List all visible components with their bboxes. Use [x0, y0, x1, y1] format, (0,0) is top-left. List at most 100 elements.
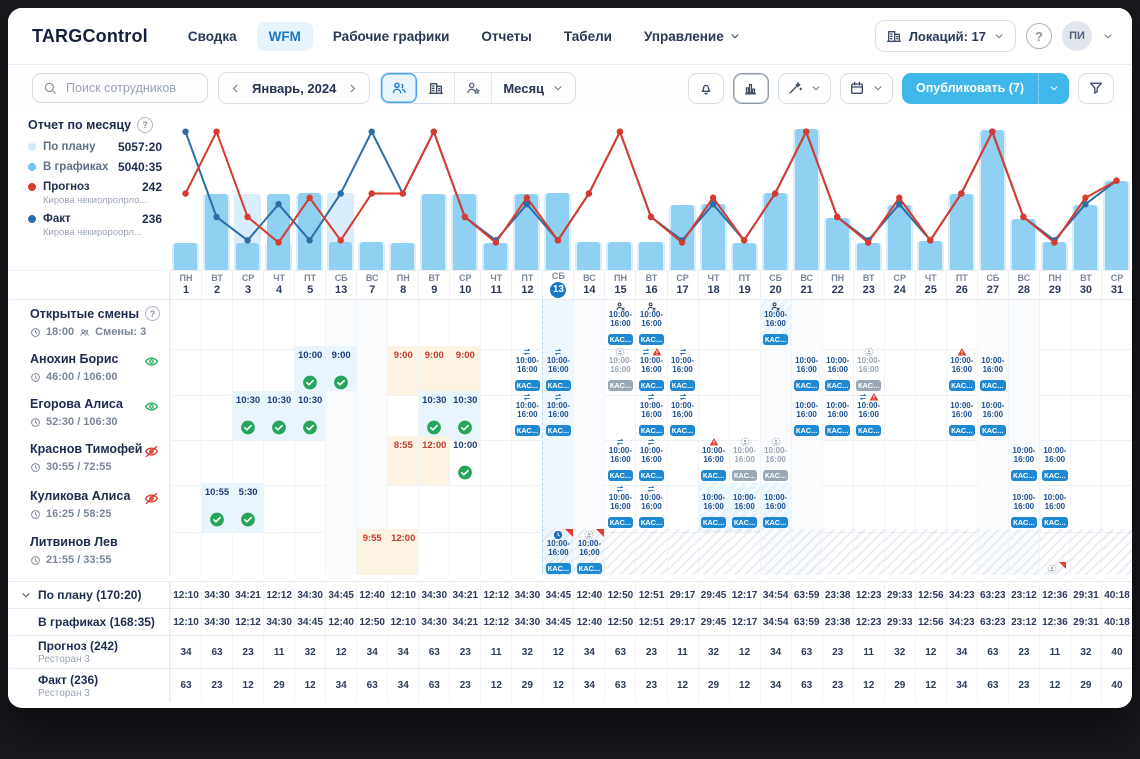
- day-header-1[interactable]: ПН1: [170, 271, 201, 299]
- grid-cell-r0-d13[interactable]: [542, 300, 573, 350]
- grid-cell-r2-d24[interactable]: [884, 391, 915, 441]
- day-header-13[interactable]: СБ13: [542, 271, 573, 299]
- grid-cell-r4-d25[interactable]: [915, 483, 946, 533]
- legend-item-1[interactable]: В графиках5040:35: [28, 160, 162, 174]
- filter-button[interactable]: [1078, 73, 1114, 104]
- grid-cell-r0-d29[interactable]: [1039, 300, 1070, 350]
- grid-cell-r1-d2[interactable]: [201, 346, 232, 396]
- grid-cell-r1-d28[interactable]: [1008, 346, 1039, 396]
- grid-cell-r2-d6[interactable]: [325, 391, 356, 441]
- grid-cell-r2-d28[interactable]: [1008, 391, 1039, 441]
- chevron-left-icon[interactable]: [229, 82, 242, 95]
- legend-item-2[interactable]: Прогноз242Кирова чекиолролрло...: [28, 180, 162, 206]
- day-header-11[interactable]: ЧТ11: [480, 271, 511, 299]
- grid-cell-r3-d24[interactable]: [884, 436, 915, 486]
- grid-cell-r0-d25[interactable]: [915, 300, 946, 350]
- nav-item-3[interactable]: Отчеты: [469, 22, 543, 51]
- grid-cell-r4-d1[interactable]: [170, 483, 201, 533]
- shift-chip[interactable]: 10:00-16:00 КАС...: [1040, 437, 1069, 485]
- grid-cell-r4-d18[interactable]: 10:00-16:00 КАС...: [698, 483, 729, 533]
- day-header-21[interactable]: ВС21: [791, 271, 822, 299]
- day-header-16[interactable]: ВТ16: [635, 271, 666, 299]
- grid-cell-r1-d19[interactable]: [729, 346, 760, 396]
- shift-chip[interactable]: 10:00-16:00 КАС...: [761, 484, 790, 532]
- grid-cell-r3-d13[interactable]: [542, 436, 573, 486]
- grid-cell-r4-d11[interactable]: [480, 483, 511, 533]
- grid-cell-r1-d26[interactable]: 10:00-16:00 КАС...: [946, 346, 977, 396]
- day-header-19[interactable]: ПТ19: [729, 271, 760, 299]
- shift-chip[interactable]: 10:00-16:00 КАС...: [823, 347, 852, 395]
- grid-cell-r3-d4[interactable]: [263, 436, 294, 486]
- grid-cell-r1-d15[interactable]: 10:00-16:00 КАС...: [604, 346, 635, 396]
- shift-chip[interactable]: 10:00-16:00 КАС...: [544, 347, 573, 395]
- grid-cell-r0-d4[interactable]: [263, 300, 294, 350]
- grid-cell-r1-d21[interactable]: 10:00-16:00 КАС...: [791, 346, 822, 396]
- day-header-24[interactable]: СР24: [884, 271, 915, 299]
- grid-cell-r3-d26[interactable]: [946, 436, 977, 486]
- grid-cell-r4-d4[interactable]: [263, 483, 294, 533]
- grid-cell-r0-d8[interactable]: [387, 300, 418, 350]
- grid-cell-r4-d3[interactable]: 5:30: [232, 483, 263, 533]
- grid-cell-r0-d11[interactable]: [480, 300, 511, 350]
- shift-chip[interactable]: 10:00-16:00 КАС...: [637, 301, 666, 349]
- grid-cell-r5-d27[interactable]: [977, 529, 1008, 579]
- grid-cell-r4-d14[interactable]: [573, 483, 604, 533]
- day-header-25[interactable]: ЧТ25: [915, 271, 946, 299]
- shift-chip[interactable]: 10:00-16:00 КАС...: [513, 347, 542, 395]
- day-header-15[interactable]: ПН15: [604, 271, 635, 299]
- grid-cell-r3-d1[interactable]: [170, 436, 201, 486]
- grid-cell-r1-d12[interactable]: 10:00-16:00 КАС...: [511, 346, 542, 396]
- summary-label-cell-2[interactable]: Прогноз (242)Ресторан 3: [8, 636, 170, 668]
- grid-cell-r2-d1[interactable]: [170, 391, 201, 441]
- grid-cell-r5-d14[interactable]: 10:00-16:00 КАС...: [573, 529, 604, 579]
- grid-cell-r5-d28[interactable]: [1008, 529, 1039, 579]
- shift-chip[interactable]: 10:00-16:00 КАС...: [699, 484, 728, 532]
- grid-cell-r3-d6[interactable]: [325, 436, 356, 486]
- grid-cell-r5-d7[interactable]: 9:55: [356, 529, 387, 579]
- avatar[interactable]: ПИ: [1062, 21, 1092, 51]
- view-by-positions-button[interactable]: [455, 73, 492, 103]
- grid-cell-r2-d21[interactable]: 10:00-16:00 КАС...: [791, 391, 822, 441]
- grid-cell-r2-d9[interactable]: 10:30: [418, 391, 449, 441]
- grid-cell-r2-d22[interactable]: 10:00-16:00 КАС...: [822, 391, 853, 441]
- grid-cell-r1-d29[interactable]: [1039, 346, 1070, 396]
- grid-cell-r2-d23[interactable]: 10:00-16:00 КАС...: [853, 391, 884, 441]
- day-header-10[interactable]: СР10: [449, 271, 480, 299]
- day-header-12[interactable]: ПТ12: [511, 271, 542, 299]
- employee-cell-5[interactable]: Литвинов Лев 21:55 / 33:55: [8, 529, 170, 579]
- grid-cell-r4-d21[interactable]: [791, 483, 822, 533]
- grid-cell-r1-d11[interactable]: [480, 346, 511, 396]
- shift-chip[interactable]: 10:00-16:00 КАС...: [606, 437, 635, 485]
- shift-chip[interactable]: 10:00-16:00 КАС...: [637, 392, 666, 440]
- grid-cell-r3-d16[interactable]: 10:00-16:00 КАС...: [635, 436, 666, 486]
- grid-cell-r0-d10[interactable]: [449, 300, 480, 350]
- grid-cell-r1-d23[interactable]: 10:00-16:00 КАС...: [853, 346, 884, 396]
- grid-cell-r3-d15[interactable]: 10:00-16:00 КАС...: [604, 436, 635, 486]
- grid-cell-r2-d27[interactable]: 10:00-16:00 КАС...: [977, 391, 1008, 441]
- grid-cell-r0-d9[interactable]: [418, 300, 449, 350]
- grid-cell-r5-d31[interactable]: [1101, 529, 1132, 579]
- grid-cell-r1-d17[interactable]: 10:00-16:00 КАС...: [667, 346, 698, 396]
- grid-cell-r3-d12[interactable]: [511, 436, 542, 486]
- shift-chip[interactable]: 10:00-16:00 КАС...: [544, 392, 573, 440]
- day-header-5[interactable]: ПТ5: [294, 271, 325, 299]
- grid-cell-r2-d19[interactable]: [729, 391, 760, 441]
- shift-chip[interactable]: 10:00-16:00 КАС...: [761, 437, 790, 485]
- grid-cell-r2-d20[interactable]: [760, 391, 791, 441]
- shift-chip[interactable]: 10:00-16:00 КАС...: [947, 347, 976, 395]
- shift-chip[interactable]: 10:00-16:00 КАС...: [637, 347, 666, 395]
- day-header-28[interactable]: ВС28: [1008, 271, 1039, 299]
- search-input[interactable]: [64, 80, 197, 96]
- grid-cell-r5-d23[interactable]: [853, 529, 884, 579]
- grid-cell-r4-d30[interactable]: [1070, 483, 1101, 533]
- help-button[interactable]: ?: [1026, 23, 1052, 49]
- grid-cell-r3-d3[interactable]: [232, 436, 263, 486]
- grid-cell-r5-d2[interactable]: [201, 529, 232, 579]
- shift-chip[interactable]: 10:00-16:00 КАС...: [978, 392, 1007, 440]
- shift-chip[interactable]: 10:00-16:00 КАС...: [637, 437, 666, 485]
- grid-cell-r5-d13[interactable]: 10:00-16:00 КАС...: [542, 529, 573, 579]
- summary-label-cell-1[interactable]: В графиках (168:35): [8, 609, 170, 635]
- grid-cell-r1-d14[interactable]: [573, 346, 604, 396]
- grid-cell-r2-d10[interactable]: 10:30: [449, 391, 480, 441]
- grid-cell-r4-d6[interactable]: [325, 483, 356, 533]
